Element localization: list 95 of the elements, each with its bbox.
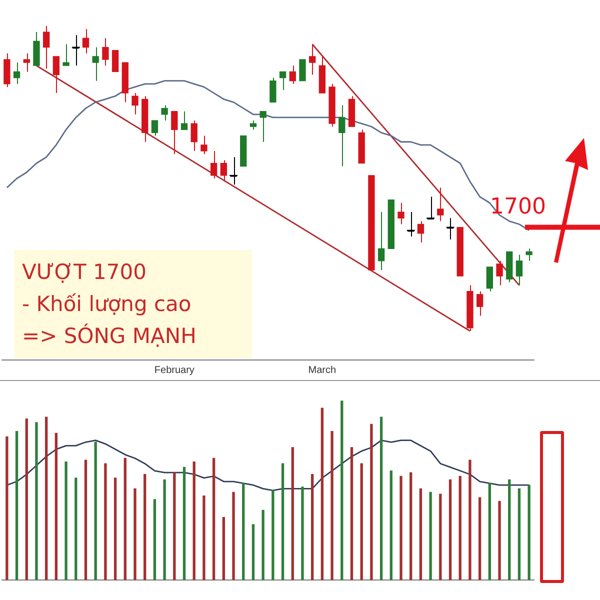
annotation: - Khối lượng cao (22, 291, 192, 318)
candlestick (260, 110, 266, 142)
candlestick (516, 254, 523, 286)
candlestick (180, 110, 188, 130)
bar (25, 418, 28, 580)
bar (448, 479, 452, 580)
bar (508, 479, 511, 580)
bar (153, 499, 156, 580)
bar (439, 494, 442, 580)
x-tick-label: March (308, 364, 336, 376)
candlestick (210, 150, 218, 179)
bar (84, 460, 88, 580)
candlestick (82, 28, 90, 54)
bar (410, 472, 412, 580)
bar (340, 400, 344, 580)
candlestick (92, 46, 99, 82)
bar (144, 474, 146, 580)
bar (232, 492, 235, 580)
bar (330, 431, 334, 580)
bar (488, 482, 491, 580)
bar (311, 474, 314, 580)
annotation: => SÓNG MẠNH (22, 322, 198, 350)
bar (468, 460, 472, 580)
candlestick (132, 92, 138, 115)
bar (35, 422, 38, 580)
bar (320, 408, 324, 580)
candlestick (13, 62, 20, 84)
candlestick (270, 77, 276, 103)
bar (262, 510, 264, 580)
candlestick (52, 56, 60, 94)
candlestick (23, 52, 30, 72)
candlestick (417, 220, 424, 244)
bar (458, 476, 462, 580)
bar (15, 431, 18, 580)
bar (104, 463, 107, 580)
candlestick (526, 248, 532, 262)
candlestick (378, 212, 385, 270)
bar (163, 479, 166, 580)
bar (54, 432, 58, 580)
bar (242, 482, 245, 580)
bar (429, 492, 432, 580)
annotation: 1700 (490, 194, 546, 220)
bar (380, 416, 383, 580)
bar (114, 478, 117, 580)
bar (212, 458, 216, 580)
bar (390, 470, 392, 580)
bar (272, 490, 274, 580)
candlestick (43, 25, 50, 70)
bar (192, 461, 196, 580)
bar (350, 447, 354, 580)
bar (370, 424, 373, 580)
bar (182, 466, 186, 580)
candlestick (299, 59, 306, 82)
bar (6, 436, 8, 580)
candlestick (161, 104, 168, 122)
candlestick (171, 110, 178, 155)
bar (202, 496, 206, 580)
bar (252, 524, 255, 580)
candlestick (289, 65, 296, 84)
bar (134, 488, 136, 580)
candlestick (220, 160, 227, 182)
candlestick (437, 187, 444, 222)
candlestick (190, 120, 198, 152)
annotation: VƯỢT 1700 (22, 259, 148, 286)
bar (528, 484, 530, 580)
candlestick (279, 71, 286, 90)
bar (173, 472, 176, 580)
bar (518, 488, 521, 580)
bar (124, 458, 126, 580)
candlestick (309, 44, 316, 76)
bar (400, 476, 402, 580)
bar (222, 517, 225, 580)
bar (360, 463, 363, 580)
candlestick (476, 290, 484, 316)
candlestick (200, 135, 208, 155)
bar (94, 442, 97, 580)
candlestick (496, 260, 503, 286)
bar (419, 488, 422, 580)
candlestick (398, 202, 404, 225)
bar (478, 497, 482, 580)
candlestick (486, 266, 493, 292)
candlestick (250, 120, 257, 130)
bar (498, 500, 501, 580)
x-tick-label: February (154, 364, 194, 376)
bar (45, 416, 48, 580)
candlestick (112, 50, 119, 72)
bar (64, 461, 68, 580)
bar (74, 478, 78, 580)
bar (301, 486, 304, 580)
bar (291, 447, 294, 580)
candlestick (338, 104, 346, 167)
candlestick (62, 44, 70, 66)
bar (281, 463, 284, 580)
candlestick (102, 38, 109, 66)
candlestick (151, 120, 158, 136)
